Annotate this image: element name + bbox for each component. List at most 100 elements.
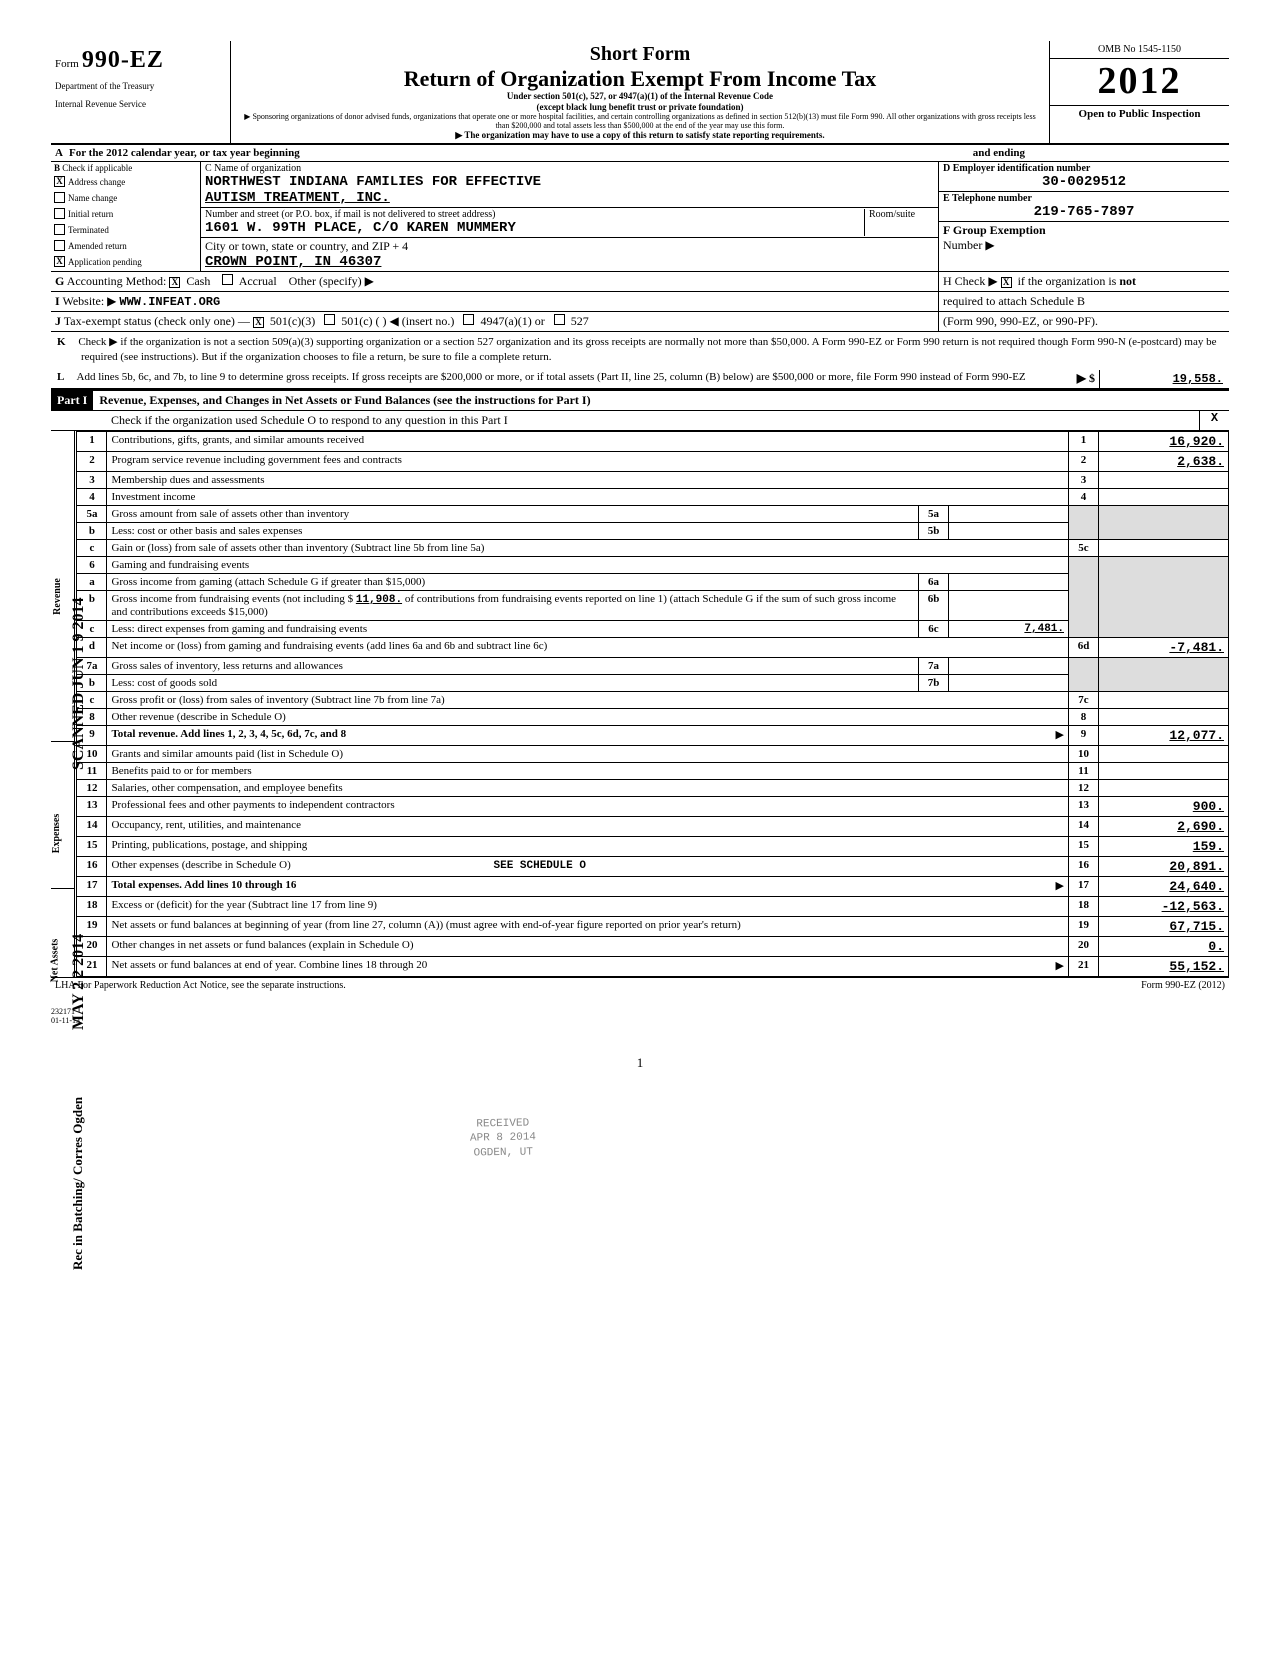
j-4947: 4947(a)(1) or xyxy=(480,314,544,328)
table-row: cGain or (loss) from sale of assets othe… xyxy=(77,540,1229,557)
table-row: bGross income from fundraising events (n… xyxy=(77,591,1229,621)
chk-name-change[interactable]: Name change xyxy=(51,190,200,206)
line-a-text2: and ending xyxy=(973,147,1025,159)
subtitle3: ▶ Sponsoring organizations of donor advi… xyxy=(237,112,1043,130)
row-i: I Website: ▶ WWW.INFEAT.ORG required to … xyxy=(51,292,1229,312)
j-501c: 501(c) ( xyxy=(341,314,379,328)
addr-label: Number and street (or P.O. box, if mail … xyxy=(205,209,864,220)
table-row: aGross income from gaming (attach Schedu… xyxy=(77,574,1229,591)
line-l: L Add lines 5b, 6c, and 7b, to line 9 to… xyxy=(51,367,1229,389)
part1-check-text: Check if the organization used Schedule … xyxy=(51,411,1199,430)
form-label: Form xyxy=(55,58,79,70)
chk-address-change[interactable]: XAddress change xyxy=(51,174,200,190)
side-netassets: Net Assets xyxy=(49,939,60,983)
part1-check-box[interactable]: X xyxy=(1199,411,1229,430)
open-public: Open to Public Inspection xyxy=(1050,105,1229,122)
line-a: A For the 2012 calendar year, or tax yea… xyxy=(51,145,1229,162)
row-j: J Tax-exempt status (check only one) — X… xyxy=(51,312,1229,332)
chk-527[interactable] xyxy=(554,314,565,325)
table-row: dNet income or (loss) from gaming and fu… xyxy=(77,638,1229,658)
chk-label: Address change xyxy=(68,177,125,187)
stamp-line2: APR 8 2014 xyxy=(470,1131,536,1146)
part1-table: 1Contributions, gifts, grants, and simil… xyxy=(76,431,1229,977)
dept-irs: Internal Revenue Service xyxy=(55,100,226,110)
chk-501c3[interactable]: X xyxy=(253,317,264,328)
j-insert: ) ◀ (insert no.) xyxy=(383,314,455,328)
h-not: not xyxy=(1119,274,1136,288)
table-row: cLess: direct expenses from gaming and f… xyxy=(77,621,1229,638)
chk-4947[interactable] xyxy=(463,314,474,325)
col-def: D Employer identification number 30-0029… xyxy=(939,162,1229,271)
table-row: 2Program service revenue including gover… xyxy=(77,452,1229,472)
table-row: 1Contributions, gifts, grants, and simil… xyxy=(77,432,1229,452)
table-row: 6Gaming and fundraising events xyxy=(77,557,1229,574)
chk-amended[interactable]: Amended return xyxy=(51,238,200,254)
h-text4: required to attach Schedule B xyxy=(939,292,1229,311)
footer-code: 232171 xyxy=(51,1007,1229,1016)
page-number: 1 xyxy=(51,1055,1229,1071)
side-revenue: Revenue xyxy=(52,578,63,615)
part1-header: Part I Revenue, Expenses, and Changes in… xyxy=(51,389,1229,411)
omb-number: OMB No 1545-1150 xyxy=(1050,41,1229,59)
chk-app-pending[interactable]: XApplication pending xyxy=(51,254,200,270)
c-label: C Name of organization xyxy=(205,163,934,174)
table-row: 20Other changes in net assets or fund ba… xyxy=(77,937,1229,957)
chk-box xyxy=(54,224,65,235)
chk-terminated[interactable]: Terminated xyxy=(51,222,200,238)
chk-label: Application pending xyxy=(68,257,142,267)
b-hdr: Check if applicable xyxy=(62,163,132,173)
g-accrual: Accrual xyxy=(239,274,277,288)
part1-title: Revenue, Expenses, and Changes in Net As… xyxy=(93,391,1229,410)
fundraising-amount: 11,908. xyxy=(356,594,402,606)
table-row: bLess: cost of goods sold7b xyxy=(77,675,1229,692)
col-b: B Check if applicable XAddress change Na… xyxy=(51,162,201,271)
chk-box xyxy=(54,208,65,219)
received-stamp: RECEIVED APR 8 2014 OGDEN, UT xyxy=(470,1116,537,1160)
chk-cash[interactable]: X xyxy=(169,277,180,288)
chk-accrual[interactable] xyxy=(222,274,233,285)
arrow-icon: ▶ xyxy=(1056,959,1064,972)
tax-year: 2012 xyxy=(1050,59,1229,105)
chk-box xyxy=(54,240,65,251)
table-row: 15Printing, publications, postage, and s… xyxy=(77,837,1229,857)
subtitle2: (except black lung benefit trust or priv… xyxy=(237,102,1043,112)
room-label: Room/suite xyxy=(864,209,934,236)
table-row: 14Occupancy, rent, utilities, and mainte… xyxy=(77,817,1229,837)
line-k: K Check ▶ if the organization is not a s… xyxy=(51,332,1229,368)
stamp-batching: Rec in Batching/ Corres Ogden xyxy=(70,1097,86,1270)
arrow-icon: ▶ xyxy=(1056,879,1064,892)
return-title: Return of Organization Exempt From Incom… xyxy=(237,66,1043,91)
page-footer: LHA For Paperwork Reduction Act Notice, … xyxy=(51,977,1229,993)
table-row: 18Excess or (deficit) for the year (Subt… xyxy=(77,897,1229,917)
j-527: 527 xyxy=(571,314,589,328)
chk-label: Initial return xyxy=(68,209,113,219)
g-text: Accounting Method: xyxy=(67,274,167,288)
j-text: Tax-exempt status (check only one) — xyxy=(64,314,250,328)
short-form-title: Short Form xyxy=(237,43,1043,66)
chk-h[interactable]: X xyxy=(1001,277,1012,288)
chk-initial-return[interactable]: Initial return xyxy=(51,206,200,222)
chk-box xyxy=(54,192,65,203)
l-arrow: ▶ $ xyxy=(1039,369,1099,388)
f-label2: Number ▶ xyxy=(943,238,995,252)
table-row: 4Investment income4 xyxy=(77,489,1229,506)
table-row: 19Net assets or fund balances at beginni… xyxy=(77,917,1229,937)
table-row: 9Total revenue. Add lines 1, 2, 3, 4, 5c… xyxy=(77,726,1229,746)
row-gh: G Accounting Method: X Cash Accrual Othe… xyxy=(51,272,1229,292)
chk-box: X xyxy=(54,256,65,267)
label-j: J xyxy=(55,314,61,328)
chk-501c[interactable] xyxy=(324,314,335,325)
label-i: I xyxy=(55,294,60,308)
h-text5: (Form 990, 990-EZ, or 990-PF). xyxy=(939,312,1229,331)
k-text: Check ▶ if the organization is not a sec… xyxy=(78,336,1216,363)
stamp-line1: RECEIVED xyxy=(470,1116,536,1131)
table-row: 7aGross sales of inventory, less returns… xyxy=(77,658,1229,675)
chk-label: Terminated xyxy=(68,225,109,235)
footer-date: 01-11-13 xyxy=(51,1016,1229,1025)
part1-check-row: Check if the organization used Schedule … xyxy=(51,411,1229,431)
chk-label: Name change xyxy=(68,193,117,203)
stamp-line3: OGDEN, UT xyxy=(470,1145,536,1160)
h-text1: H Check ▶ xyxy=(943,274,998,288)
see-schedule-o: SEE SCHEDULE O xyxy=(494,860,586,872)
section-bcd: B Check if applicable XAddress change Na… xyxy=(51,162,1229,272)
